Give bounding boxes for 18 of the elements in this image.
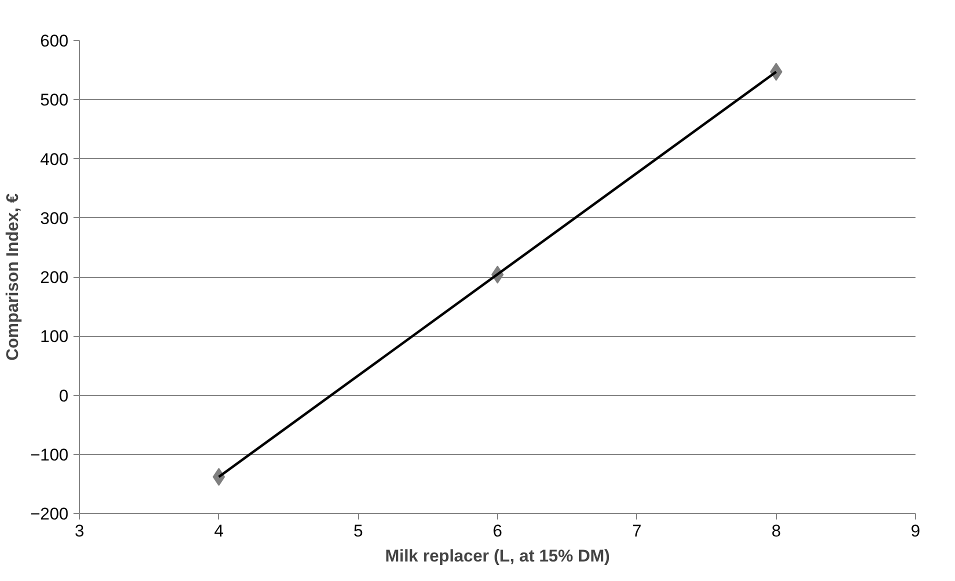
y-tick-label: −100 (30, 445, 69, 464)
y-tick-label: 200 (40, 268, 69, 287)
x-tick-label: 8 (771, 522, 781, 540)
y-tick-label: 300 (40, 208, 69, 228)
x-tick-label: 9 (910, 522, 920, 540)
y-tick-label: 100 (40, 327, 69, 346)
x-tick-label: 6 (492, 522, 502, 540)
y-tick-label: 500 (40, 90, 69, 110)
y-tick-label: −200 (30, 504, 69, 524)
x-tick-label: 3 (74, 522, 84, 540)
y-tick-label: 600 (40, 32, 69, 50)
x-tick-label: 5 (353, 522, 363, 540)
y-tick-label: 400 (40, 150, 69, 169)
x-tick-label: 4 (214, 522, 224, 540)
x-tick-label: 7 (632, 522, 642, 540)
y-tick-label: 0 (59, 386, 69, 406)
y-axis-title: Comparison Index, € (3, 192, 22, 361)
x-axis-title: Milk replacer (L, at 15% DM) (385, 546, 610, 566)
